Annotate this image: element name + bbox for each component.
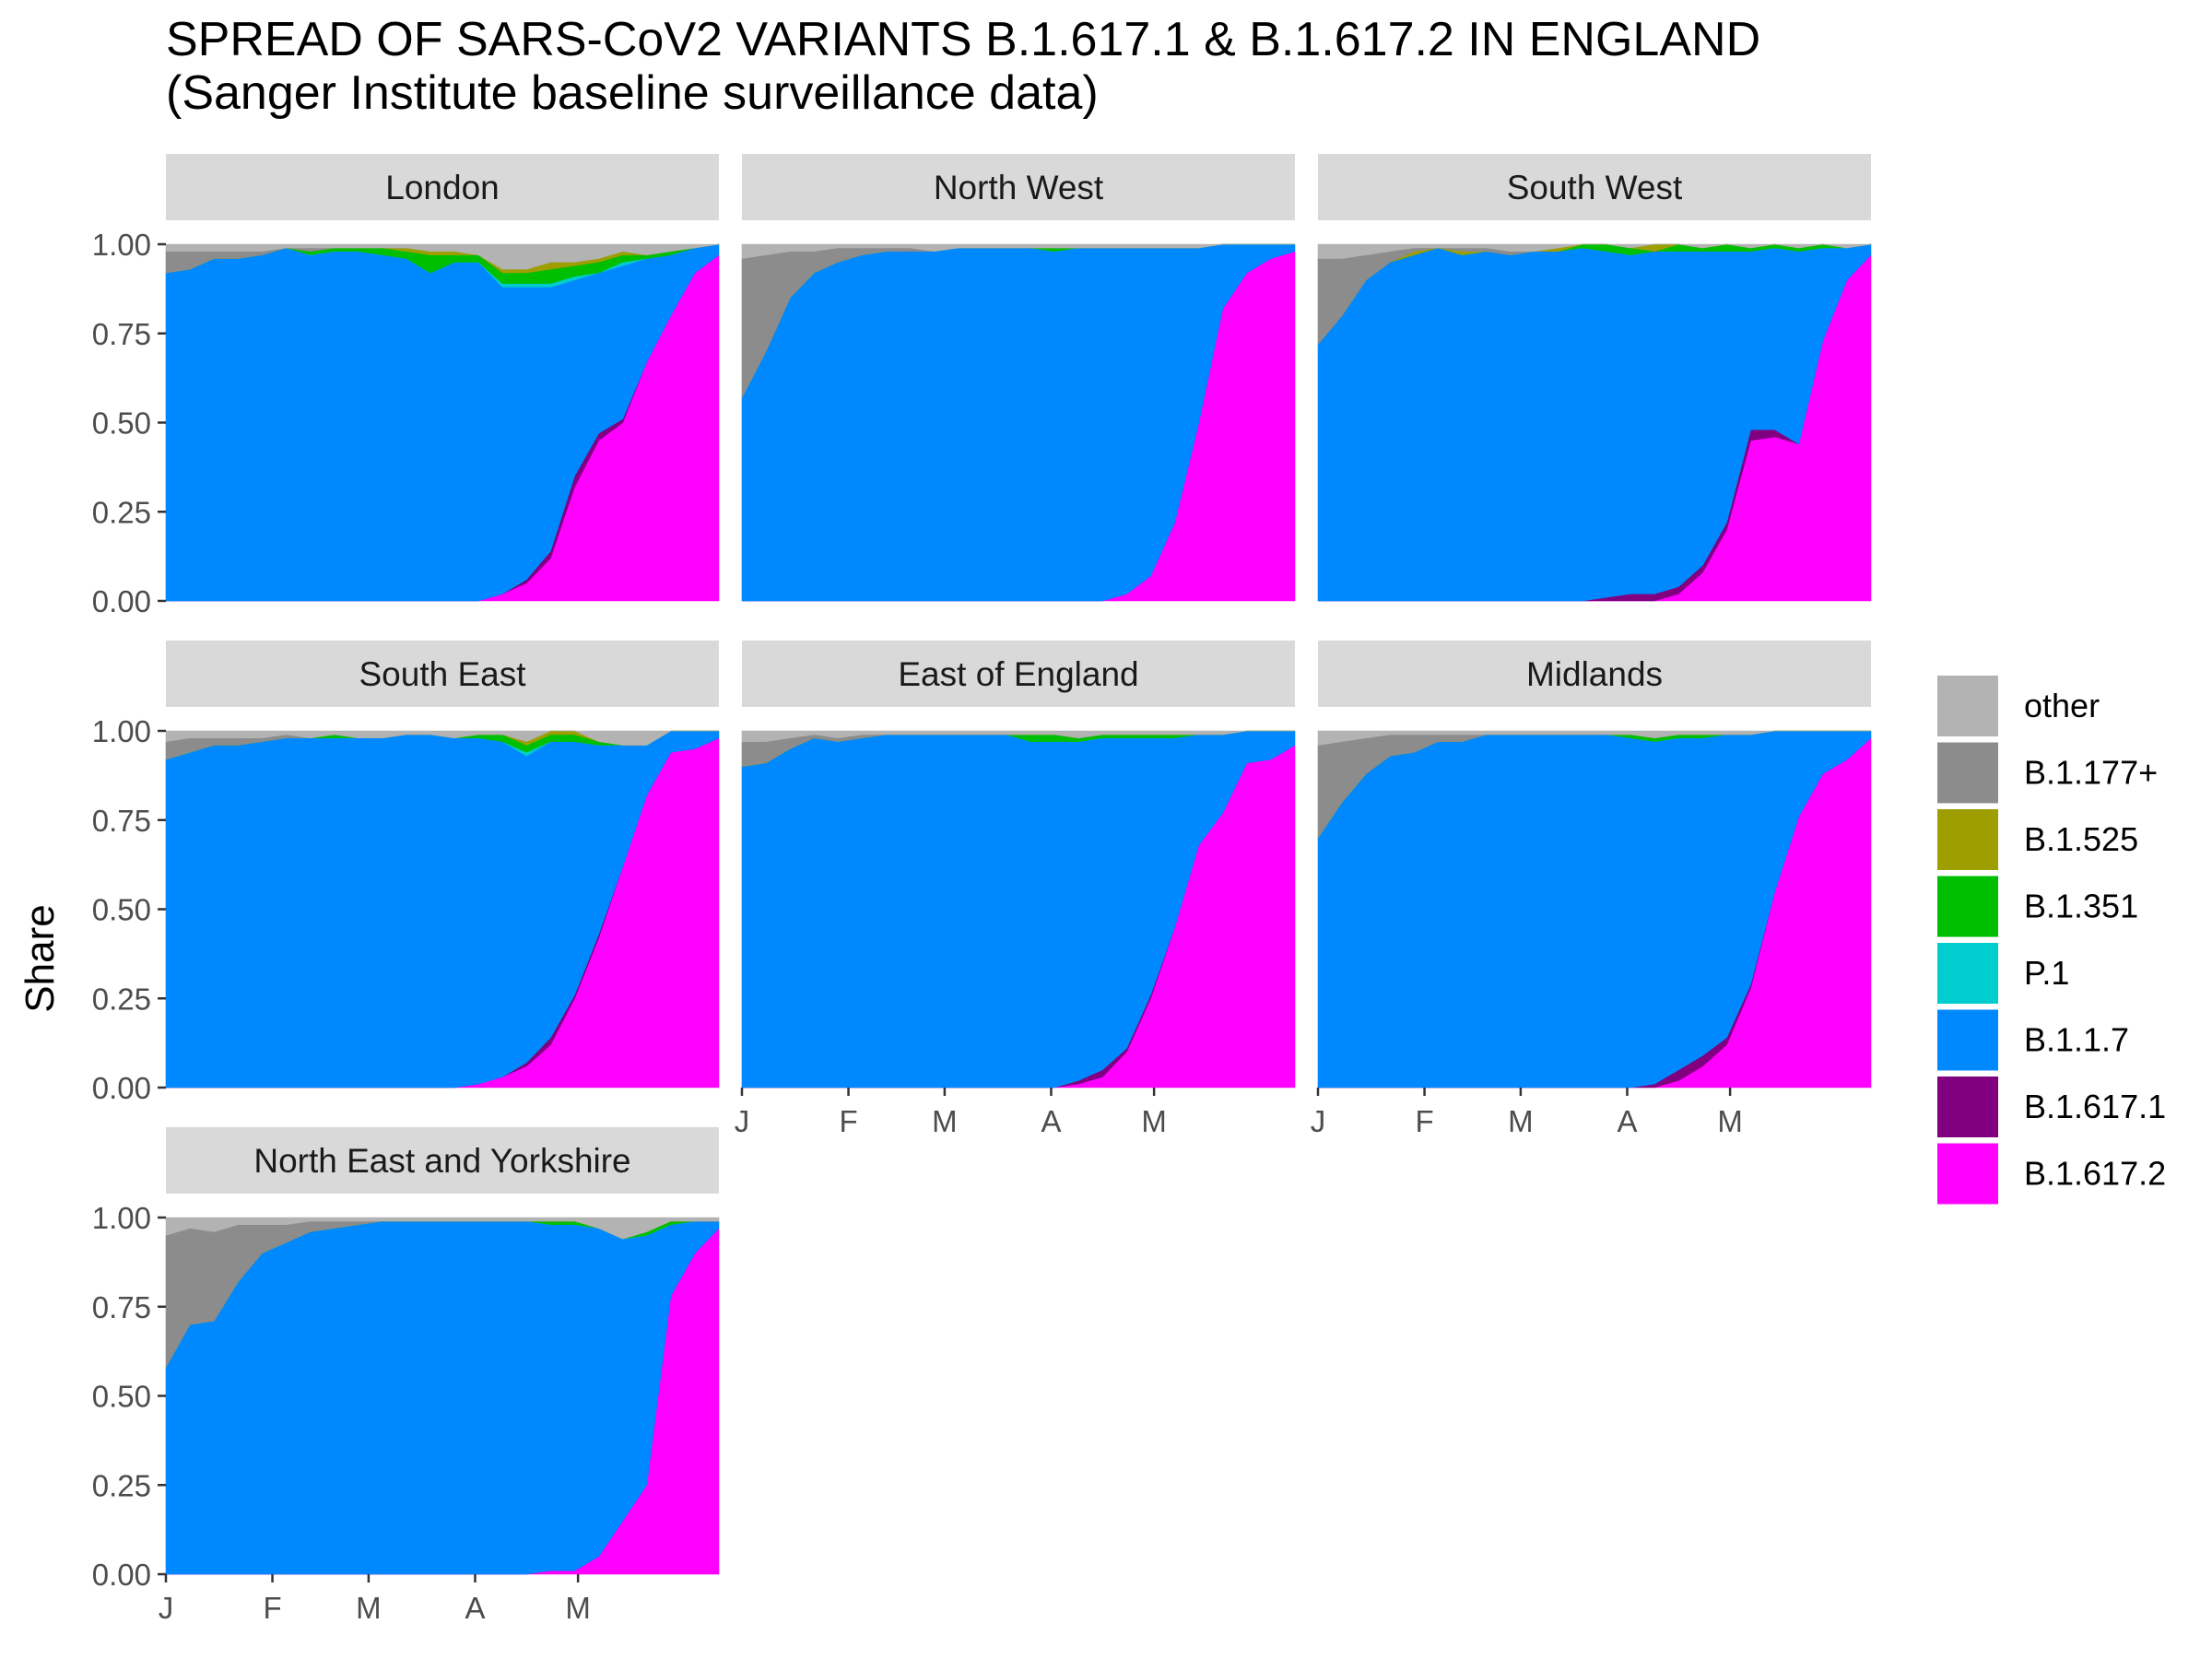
y-tick-label: 0.00 <box>92 1558 151 1592</box>
y-tick-label: 0.25 <box>92 1468 151 1502</box>
x-tick-label: F <box>1415 1104 1433 1138</box>
panel-east-of-england: East of England J F M A M <box>735 641 1296 1138</box>
legend-key-b-1-617-2 <box>1937 1143 1998 1205</box>
legend-key-b-1-177 <box>1937 742 1998 804</box>
y-tick-label: 1.00 <box>92 1201 151 1235</box>
panel-london: London 0.00 0.25 0.50 0.75 1.00 <box>92 154 720 618</box>
y-tick-label: 1.00 <box>92 228 151 262</box>
legend-key-b-1-351 <box>1937 876 1998 937</box>
area-other <box>165 1217 720 1240</box>
area-other <box>1317 730 1871 746</box>
area-other <box>165 730 719 746</box>
legend-label: B.1.617.1 <box>2024 1088 2166 1125</box>
x-tick-label: J <box>159 1591 174 1625</box>
x-tick-label: F <box>839 1104 857 1138</box>
area-other <box>1317 243 1872 259</box>
x-tick-label: M <box>1508 1104 1534 1138</box>
y-tick-label: 0.50 <box>92 1380 151 1414</box>
x-tick-label: M <box>1141 1104 1167 1138</box>
facet-strip <box>166 154 719 220</box>
facet-label: London <box>385 169 499 206</box>
x-tick-label: A <box>465 1591 485 1625</box>
area-other <box>165 243 720 270</box>
legend-label: B.1.617.2 <box>2024 1155 2166 1193</box>
legend-label: B.1.525 <box>2024 820 2138 858</box>
y-tick-label: 0.25 <box>92 982 151 1016</box>
x-tick-label: M <box>565 1591 591 1625</box>
legend-key-b-1-525 <box>1937 809 1998 870</box>
y-tick-label: 0.25 <box>92 495 151 529</box>
legend-key-other <box>1937 676 1998 736</box>
legend: other B.1.177+ B.1.525 B.1.351 P.1 B.1.1.7 B.1… <box>1937 676 2166 1205</box>
x-tick-label: M <box>356 1591 382 1625</box>
y-tick-label: 0.50 <box>92 893 151 927</box>
facet-strip <box>166 1127 719 1194</box>
y-tick-label: 0.50 <box>92 406 151 441</box>
legend-key-b-1-617-1 <box>1937 1077 1998 1137</box>
y-tick-label: 0.75 <box>92 804 151 838</box>
panel-north-west: North West <box>741 154 1296 602</box>
facet-label: South West <box>1507 169 1683 206</box>
facet-strip <box>166 641 719 707</box>
legend-label: P.1 <box>2024 954 2069 992</box>
facet-label: North West <box>934 169 1104 206</box>
y-tick-label: 1.00 <box>92 714 151 748</box>
y-tick-label: 0.75 <box>92 317 151 351</box>
facet-label: Midlands <box>1526 655 1663 693</box>
x-tick-label: A <box>1617 1104 1637 1138</box>
legend-key-p-1 <box>1937 943 1998 1004</box>
x-tick-label: F <box>263 1591 281 1625</box>
chart-title: SPREAD OF SARS-CoV2 VARIANTS B.1.617.1 &… <box>166 13 1761 120</box>
x-tick-label: J <box>1311 1104 1326 1138</box>
panel-south-west: South West <box>1317 154 1872 602</box>
facet-label: North East and Yorkshire <box>253 1142 630 1180</box>
x-tick-label: A <box>1041 1104 1061 1138</box>
legend-key-b-1-1-7 <box>1937 1009 1998 1071</box>
facet-strip <box>742 641 1295 707</box>
panel-south-east: South East 0.00 0.25 0.50 0.75 1.00 <box>92 641 720 1105</box>
y-tick-label: 0.00 <box>92 584 151 618</box>
legend-label: B.1.351 <box>2024 888 2138 925</box>
x-tick-label: M <box>932 1104 958 1138</box>
area-other <box>741 243 1295 259</box>
y-tick-label: 0.75 <box>92 1290 151 1324</box>
area-other <box>741 730 1295 742</box>
facet-strip <box>1318 154 1871 220</box>
legend-label: other <box>2024 687 2100 724</box>
facet-strip <box>742 154 1295 220</box>
y-tick-label: 0.00 <box>92 1071 151 1105</box>
facet-label: South East <box>359 655 526 693</box>
panel-midlands: Midlands J F M A M <box>1311 641 1872 1138</box>
x-tick-label: J <box>735 1104 750 1138</box>
x-tick-label: M <box>1717 1104 1743 1138</box>
panel-north-east-and-yorkshire: North East and Yorkshire 0.00 0.25 0.50 0.75… <box>92 1127 720 1625</box>
legend-label: B.1.1.7 <box>2024 1021 2129 1059</box>
facet-strip <box>1318 641 1871 707</box>
facet-label: East of England <box>898 655 1138 693</box>
legend-label: B.1.177+ <box>2024 754 2158 792</box>
